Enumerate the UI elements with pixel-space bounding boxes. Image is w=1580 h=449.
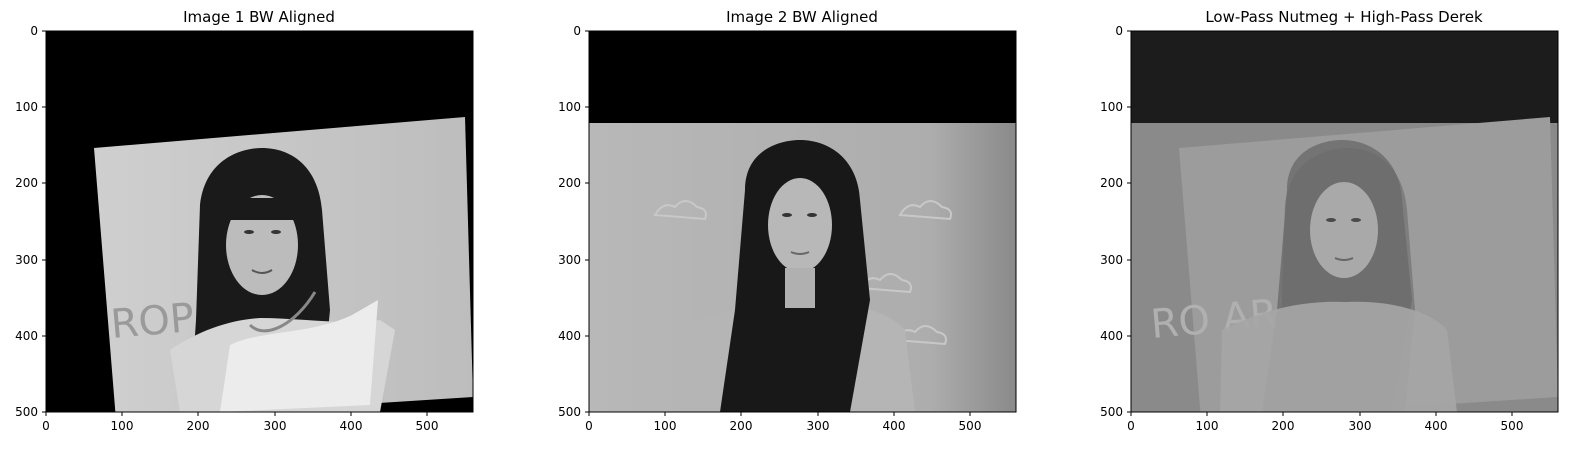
x-tick-label: 400 bbox=[340, 419, 363, 433]
y-tick-label: 500 bbox=[1100, 405, 1123, 419]
y-tick-label: 200 bbox=[15, 176, 38, 190]
y-axis-ticks: 0 100 200 300 400 500 bbox=[1100, 24, 1131, 419]
image-1-bw-aligned: ROP ARD bbox=[46, 31, 473, 412]
y-tick-label: 100 bbox=[558, 100, 581, 114]
x-tick-label: 400 bbox=[883, 419, 906, 433]
x-axis-ticks: 0 100 200 300 400 500 bbox=[1127, 412, 1523, 433]
panel-image-2: Image 2 BW Aligned 0 100 200 bbox=[558, 8, 1017, 433]
x-tick-label: 300 bbox=[264, 419, 287, 433]
y-tick-label: 300 bbox=[558, 253, 581, 267]
panel-title: Low-Pass Nutmeg + High-Pass Derek bbox=[1205, 8, 1483, 26]
x-tick-label: 400 bbox=[1425, 419, 1448, 433]
x-tick-label: 500 bbox=[416, 419, 439, 433]
x-tick-label: 300 bbox=[807, 419, 830, 433]
panel-title: Image 2 BW Aligned bbox=[726, 8, 878, 26]
x-tick-label: 0 bbox=[42, 419, 50, 433]
x-axis-ticks: 0 100 200 300 400 500 bbox=[585, 412, 981, 433]
x-tick-label: 500 bbox=[959, 419, 982, 433]
y-tick-label: 200 bbox=[558, 176, 581, 190]
x-tick-label: 0 bbox=[585, 419, 593, 433]
y-axis-ticks: 0 100 200 300 400 500 bbox=[558, 24, 589, 419]
panel-hybrid-image: Low-Pass Nutmeg + High-Pass Derek RO ARD… bbox=[1100, 8, 1559, 433]
y-tick-label: 100 bbox=[1100, 100, 1123, 114]
x-tick-label: 500 bbox=[1501, 419, 1524, 433]
image-2-bw-aligned bbox=[589, 31, 1016, 412]
y-tick-label: 300 bbox=[15, 253, 38, 267]
y-axis-ticks: 0 100 200 300 400 500 bbox=[15, 24, 46, 419]
x-tick-label: 200 bbox=[187, 419, 210, 433]
x-tick-label: 0 bbox=[1127, 419, 1135, 433]
panel-image-1: Image 1 BW Aligned ROP ARD 0 100 200 300 bbox=[15, 8, 474, 433]
x-tick-label: 200 bbox=[1272, 419, 1295, 433]
y-tick-label: 100 bbox=[15, 100, 38, 114]
y-tick-label: 300 bbox=[1100, 253, 1123, 267]
y-tick-label: 400 bbox=[15, 329, 38, 343]
y-tick-label: 400 bbox=[1100, 329, 1123, 343]
y-tick-label: 400 bbox=[558, 329, 581, 343]
x-axis-ticks: 0 100 200 300 400 500 bbox=[42, 412, 438, 433]
y-tick-label: 500 bbox=[558, 405, 581, 419]
x-tick-label: 100 bbox=[654, 419, 677, 433]
y-tick-label: 0 bbox=[30, 24, 38, 38]
y-tick-label: 0 bbox=[1115, 24, 1123, 38]
x-tick-label: 100 bbox=[111, 419, 134, 433]
y-tick-label: 500 bbox=[15, 405, 38, 419]
hybrid-image: RO ARD bbox=[1131, 31, 1558, 412]
x-tick-label: 100 bbox=[1196, 419, 1219, 433]
x-tick-label: 300 bbox=[1349, 419, 1372, 433]
y-tick-label: 0 bbox=[573, 24, 581, 38]
x-tick-label: 200 bbox=[730, 419, 753, 433]
panel-title: Image 1 BW Aligned bbox=[183, 8, 335, 26]
y-tick-label: 200 bbox=[1100, 176, 1123, 190]
